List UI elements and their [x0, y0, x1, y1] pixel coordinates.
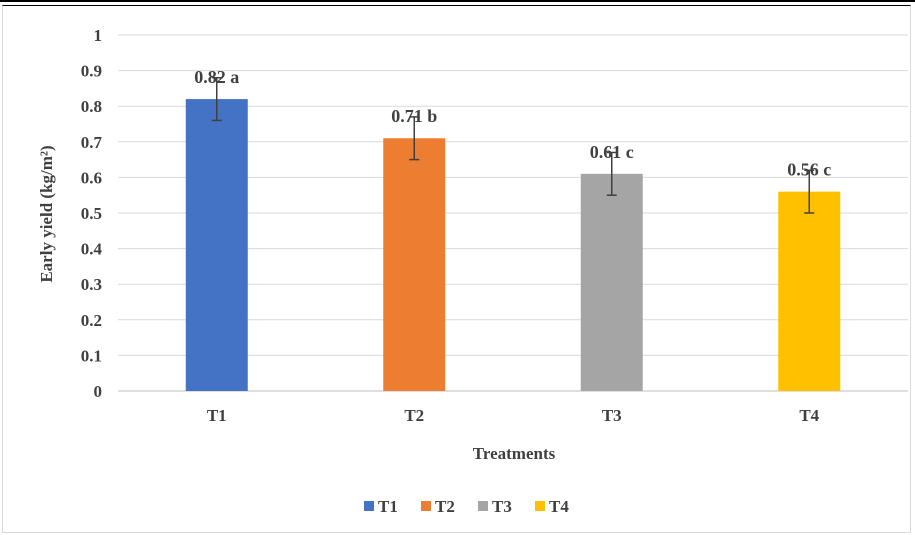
bar-t4: [778, 191, 841, 391]
error-bar: [606, 151, 617, 196]
legend-swatch: [364, 501, 374, 511]
y-tick-label: 1: [94, 26, 103, 45]
legend-label: T4: [549, 497, 569, 516]
x-axis-title: Treatments: [473, 444, 556, 463]
x-axis-ticks: T1 T2 T3 T4: [207, 406, 820, 425]
error-bar: [804, 169, 815, 214]
data-label: 0.61 c: [590, 142, 634, 162]
error-bar: [409, 116, 420, 161]
legend-label: T2: [435, 497, 455, 516]
legend-label: T1: [378, 497, 398, 516]
chart-frame: [2, 5, 911, 533]
bars: [185, 99, 841, 391]
data-label: 0.82 a: [194, 67, 239, 87]
top-rule: [0, 0, 915, 2]
error-bars: [211, 76, 815, 214]
x-tick-label: T3: [602, 406, 622, 425]
y-tick-label: 0.6: [81, 168, 102, 187]
y-tick-label: 0.8: [81, 97, 102, 116]
y-tick-label: 0.4: [81, 240, 103, 259]
bar-t1: [185, 99, 248, 391]
y-tick-label: 0.7: [81, 133, 103, 152]
x-tick-label: T2: [404, 406, 424, 425]
y-tick-label: 0.3: [81, 275, 102, 294]
bar-t3: [580, 173, 643, 391]
y-tick-label: 0.9: [81, 62, 102, 81]
legend-item-t2: T2: [421, 497, 455, 516]
x-tick-label: T1: [207, 406, 227, 425]
legend: T1 T2 T3 T4: [364, 497, 569, 516]
x-tick-label: T4: [799, 406, 819, 425]
y-tick-label: 0: [94, 382, 103, 401]
data-labels: 0.82 a 0.71 b 0.61 c 0.56 c: [194, 67, 831, 180]
legend-swatch: [478, 501, 488, 511]
bar-t2: [383, 138, 446, 391]
data-label: 0.56 c: [787, 160, 831, 180]
y-axis-ticks: 0 0.1 0.2 0.3 0.4 0.5 0.6 0.7 0.8 0.9 1: [81, 26, 103, 401]
gridlines: [118, 34, 908, 392]
legend-item-t1: T1: [364, 497, 398, 516]
error-bar: [211, 76, 222, 122]
legend-swatch: [421, 501, 431, 511]
legend-swatch: [535, 501, 545, 511]
y-tick-label: 0.5: [81, 204, 102, 223]
data-label: 0.71 b: [391, 106, 437, 126]
legend-label: T3: [492, 497, 512, 516]
y-tick-label: 0.2: [81, 311, 102, 330]
legend-item-t4: T4: [535, 497, 569, 516]
legend-item-t3: T3: [478, 497, 512, 516]
y-axis-title: Early yield (kg/m²): [37, 145, 56, 282]
y-tick-label: 0.1: [81, 346, 102, 365]
